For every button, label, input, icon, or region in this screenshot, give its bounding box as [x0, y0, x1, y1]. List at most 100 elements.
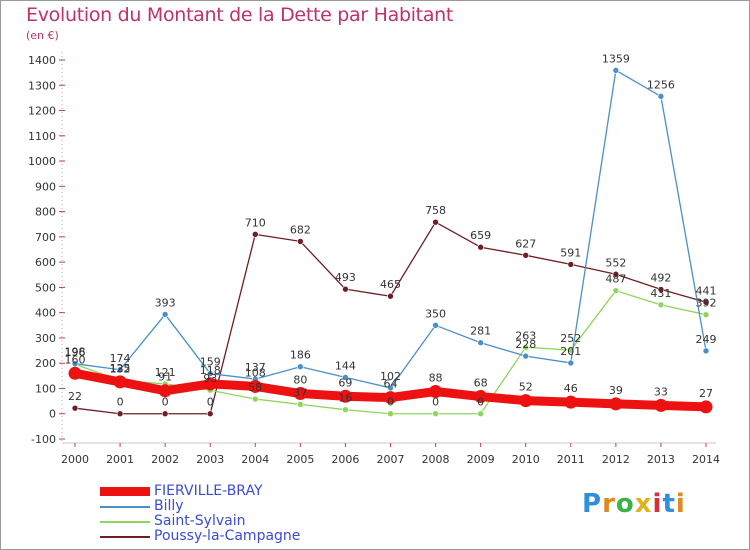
- x-tick-label: 2000: [61, 453, 89, 466]
- data-label: 627: [515, 237, 536, 250]
- data-label: 46: [564, 382, 578, 395]
- series-point: [522, 343, 530, 351]
- data-label: 682: [290, 223, 311, 236]
- legend-label: Saint-Sylvain: [154, 513, 246, 529]
- y-tick-label: 100: [35, 382, 56, 395]
- data-label: 33: [654, 385, 668, 398]
- series-point: [477, 243, 484, 251]
- series-point: [657, 93, 665, 100]
- legend-label: Poussy-la-Campagne: [154, 528, 301, 544]
- data-label: 80: [293, 374, 307, 387]
- x-tick-label: 2001: [106, 453, 134, 466]
- data-label: 68: [474, 377, 488, 390]
- y-tick-label: 500: [35, 281, 56, 294]
- x-tick-label: 2012: [602, 453, 630, 466]
- data-label: 0: [477, 396, 484, 409]
- series-point: [657, 301, 665, 309]
- series-point: [432, 410, 439, 418]
- series-point: [116, 410, 124, 418]
- series-point: [71, 360, 79, 368]
- data-label: 487: [605, 273, 626, 286]
- y-tick-label: 300: [35, 332, 56, 345]
- series-point: [609, 397, 623, 411]
- x-tick-label: 2005: [286, 453, 314, 466]
- data-label: 758: [425, 204, 446, 217]
- chart-series: [68, 67, 713, 418]
- data-label: 64: [384, 378, 398, 391]
- series-point: [387, 384, 394, 392]
- series-point: [71, 404, 79, 412]
- data-label: 431: [650, 287, 671, 300]
- data-label: 710: [245, 216, 266, 229]
- y-tick-label: 1300: [28, 79, 56, 92]
- series-point: [612, 287, 620, 294]
- data-label: 1359: [602, 52, 630, 65]
- data-label: 0: [117, 396, 124, 409]
- series-point: [206, 370, 214, 377]
- y-tick-label: 900: [35, 180, 56, 193]
- y-tick-label: -100: [31, 433, 56, 446]
- y-tick-label: 1100: [28, 130, 56, 143]
- series-point: [206, 410, 214, 418]
- y-tick-label: 700: [35, 231, 56, 244]
- data-label: 263: [515, 329, 536, 342]
- series-point: [657, 286, 665, 293]
- series-line-billy: [74, 69, 707, 389]
- series-point: [161, 311, 169, 318]
- data-label: 196: [65, 346, 86, 359]
- data-label: 552: [605, 256, 626, 269]
- series-point: [338, 389, 352, 403]
- series-point: [251, 231, 259, 238]
- x-tick-label: 2009: [467, 453, 495, 466]
- data-label: 16: [338, 392, 352, 405]
- series-point: [248, 379, 262, 393]
- data-label: 58: [248, 381, 262, 394]
- data-label: 88: [429, 371, 443, 384]
- legend-swatch: [100, 487, 150, 496]
- series-point: [702, 311, 710, 318]
- data-label: 121: [155, 366, 176, 379]
- data-label: 201: [560, 345, 581, 358]
- series-point: [654, 398, 668, 412]
- data-label: 125: [110, 362, 131, 375]
- series-point: [702, 299, 710, 306]
- chart-title: Evolution du Montant de la Dette par Hab…: [26, 4, 454, 26]
- chart-unit: (en €): [26, 29, 59, 42]
- legend-label: Billy: [154, 498, 184, 514]
- x-tick-label: 2003: [196, 453, 224, 466]
- legend-swatch: [100, 506, 150, 508]
- x-tick-label: 2010: [512, 453, 540, 466]
- data-label: 132: [110, 362, 131, 375]
- x-tick-label: 2004: [241, 453, 269, 466]
- y-tick-label: 400: [35, 307, 56, 320]
- series-point: [116, 366, 124, 374]
- series-point: [702, 347, 710, 355]
- data-label: 27: [699, 387, 713, 400]
- data-label: 0: [432, 396, 439, 409]
- data-label: 492: [650, 271, 671, 284]
- data-label: 281: [470, 325, 491, 338]
- series-point: [477, 339, 484, 347]
- x-tick-label: 2007: [377, 453, 405, 466]
- series-point: [474, 390, 488, 404]
- data-label: 393: [155, 296, 176, 309]
- x-tick-label: 2011: [557, 453, 585, 466]
- series-point: [567, 359, 575, 367]
- data-label: 22: [68, 390, 82, 403]
- data-label: 69: [338, 376, 352, 389]
- series-point: [567, 261, 575, 268]
- series-point: [432, 321, 439, 329]
- series-point: [522, 352, 530, 360]
- x-tick-label: 2008: [422, 453, 450, 466]
- series-point: [297, 363, 304, 371]
- series-point: [342, 285, 349, 293]
- y-tick-label: 1200: [28, 105, 56, 118]
- series-point: [158, 384, 172, 398]
- data-label: 0: [162, 396, 169, 409]
- y-tick-label: 1000: [28, 155, 56, 168]
- legend-swatch: [100, 536, 150, 538]
- series-point: [161, 410, 169, 418]
- data-label: 159: [200, 356, 221, 369]
- x-tick-label: 2006: [331, 453, 359, 466]
